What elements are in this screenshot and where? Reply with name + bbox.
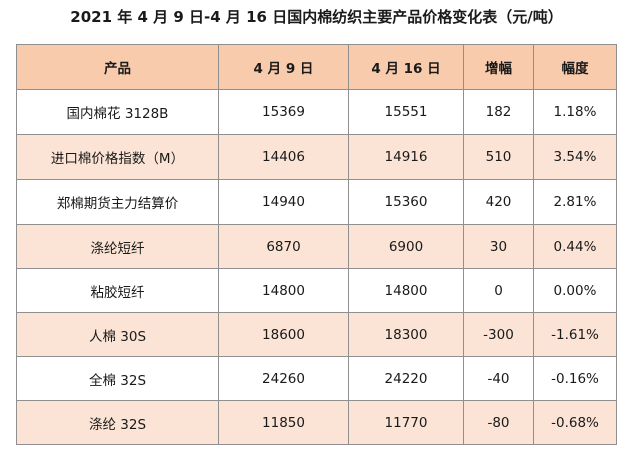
- apr16-price-cell: 14800: [348, 268, 464, 313]
- change-cell: -80: [463, 400, 534, 445]
- table-row: 涤纶 32S 11850 11770 -80 -0.68%: [16, 400, 617, 445]
- product-cell: 人棉 30S: [16, 312, 219, 357]
- percent-cell: 3.54%: [533, 134, 617, 180]
- apr9-price-cell: 15369: [218, 89, 349, 135]
- apr16-price-cell: 14916: [348, 134, 464, 180]
- change-cell: 30: [463, 224, 534, 269]
- product-cell: 涤纶短纤: [16, 224, 219, 269]
- apr16-price-cell: 15551: [348, 89, 464, 135]
- apr16-price-cell: 11770: [348, 400, 464, 445]
- apr16-price-cell: 6900: [348, 224, 464, 269]
- header-apr9: 4 月 9 日: [218, 44, 349, 90]
- header-percent: 幅度: [533, 44, 617, 90]
- apr9-price-cell: 14940: [218, 179, 349, 225]
- header-row: 产品 4 月 9 日 4 月 16 日 增幅 幅度: [16, 44, 617, 90]
- header-product: 产品: [16, 44, 219, 90]
- header-apr16: 4 月 16 日: [348, 44, 464, 90]
- apr9-price-cell: 24260: [218, 356, 349, 401]
- change-cell: -40: [463, 356, 534, 401]
- percent-cell: 1.18%: [533, 89, 617, 135]
- table-row: 郑棉期货主力结算价 14940 15360 420 2.81%: [16, 179, 617, 225]
- table-row: 国内棉花 3128B 15369 15551 182 1.18%: [16, 89, 617, 135]
- product-cell: 国内棉花 3128B: [16, 89, 219, 135]
- product-cell: 粘胶短纤: [16, 268, 219, 313]
- table-row: 涤纶短纤 6870 6900 30 0.44%: [16, 224, 617, 269]
- percent-cell: -0.68%: [533, 400, 617, 445]
- apr9-price-cell: 18600: [218, 312, 349, 357]
- table-title: 2021 年 4 月 9 日-4 月 16 日国内棉纺织主要产品价格变化表（元/…: [70, 8, 563, 26]
- apr9-price-cell: 14800: [218, 268, 349, 313]
- product-cell: 进口棉价格指数（M）: [16, 134, 219, 180]
- table-row: 进口棉价格指数（M） 14406 14916 510 3.54%: [16, 134, 617, 180]
- change-cell: -300: [463, 312, 534, 357]
- apr16-price-cell: 18300: [348, 312, 464, 357]
- table-row: 粘胶短纤 14800 14800 0 0.00%: [16, 268, 617, 313]
- table-row: 人棉 30S 18600 18300 -300 -1.61%: [16, 312, 617, 357]
- apr16-price-cell: 24220: [348, 356, 464, 401]
- percent-cell: 0.00%: [533, 268, 617, 313]
- price-change-table: 产品 4 月 9 日 4 月 16 日 增幅 幅度 国内棉花 3128B 1536…: [16, 44, 617, 445]
- change-cell: 0: [463, 268, 534, 313]
- apr9-price-cell: 6870: [218, 224, 349, 269]
- percent-cell: -0.16%: [533, 356, 617, 401]
- product-cell: 郑棉期货主力结算价: [16, 179, 219, 225]
- product-cell: 涤纶 32S: [16, 400, 219, 445]
- percent-cell: 2.81%: [533, 179, 617, 225]
- change-cell: 510: [463, 134, 534, 180]
- percent-cell: 0.44%: [533, 224, 617, 269]
- percent-cell: -1.61%: [533, 312, 617, 357]
- apr9-price-cell: 11850: [218, 400, 349, 445]
- change-cell: 420: [463, 179, 534, 225]
- change-cell: 182: [463, 89, 534, 135]
- header-change: 增幅: [463, 44, 534, 90]
- apr16-price-cell: 15360: [348, 179, 464, 225]
- apr9-price-cell: 14406: [218, 134, 349, 180]
- product-cell: 全棉 32S: [16, 356, 219, 401]
- table-row: 全棉 32S 24260 24220 -40 -0.16%: [16, 356, 617, 401]
